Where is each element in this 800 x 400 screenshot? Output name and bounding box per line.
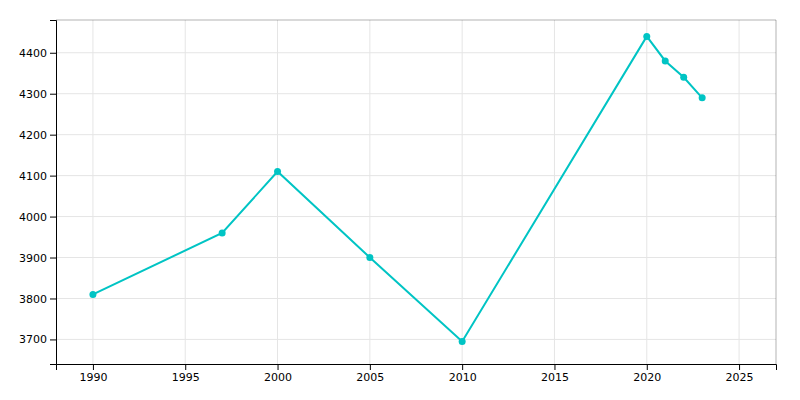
data-point: [643, 33, 650, 40]
data-point: [274, 168, 281, 175]
axis-line: [50, 21, 57, 365]
data-point: [680, 74, 687, 81]
tick-mark: [50, 298, 56, 299]
x-axis: 1990 1995 2000 2005 2010 2015 2020 2025: [57, 364, 777, 384]
tick-mark: [93, 364, 94, 370]
tick-mark: [50, 94, 56, 95]
tick-label: 4000: [19, 211, 47, 224]
marks: [89, 33, 705, 345]
data-point: [459, 338, 466, 345]
axis-line: [57, 365, 777, 371]
grid-line-x: [185, 20, 186, 364]
tick: 2005: [356, 364, 384, 384]
tick-label: 2020: [633, 371, 661, 384]
y-axis: 3700 3800 3900 4000 4100 4200 4300 4400: [19, 21, 57, 365]
tick-label: 1995: [172, 371, 200, 384]
tick-mark: [739, 364, 740, 370]
grid-line-y: [56, 175, 776, 176]
data-point: [89, 291, 96, 298]
tick-label: 1990: [79, 371, 107, 384]
tick: 2010: [449, 364, 477, 384]
grid-line-y: [56, 93, 776, 94]
grid-line-x: [739, 20, 740, 364]
tick-label: 2025: [726, 371, 754, 384]
tick-label: 4100: [19, 170, 47, 183]
grid-line-y: [56, 52, 776, 53]
tick: 2025: [726, 364, 754, 384]
data-point: [662, 57, 669, 64]
tick: 4000: [19, 211, 56, 224]
tick-mark: [50, 176, 56, 177]
tick: 4400: [19, 47, 56, 60]
grid-line-y: [56, 339, 776, 340]
tick: 4100: [19, 170, 56, 183]
grid-line-x: [462, 20, 463, 364]
tick: 3700: [19, 333, 56, 346]
tick-label: 3800: [19, 292, 47, 305]
tick: 1990: [79, 364, 107, 384]
tick-label: 2005: [356, 371, 384, 384]
tick-label: 2010: [449, 371, 477, 384]
grid-line-x: [92, 20, 93, 364]
chart-container: 1990 1995 2000 2005 2010 2015 2020 2025 3700 3800…: [0, 0, 800, 400]
frame-right: [776, 20, 777, 364]
tick-label: 4200: [19, 129, 47, 142]
tick: 4200: [19, 129, 56, 142]
tick-label: 3900: [19, 252, 47, 265]
tick-mark: [50, 217, 56, 218]
tick-mark: [50, 53, 56, 54]
tick-mark: [185, 364, 186, 370]
grid: [56, 20, 776, 364]
tick-label: 2015: [541, 371, 569, 384]
tick-mark: [554, 364, 555, 370]
grid-line-x: [646, 20, 647, 364]
tick-label: 2000: [264, 371, 292, 384]
chart-svg: 1990 1995 2000 2005 2010 2015 2020 2025 3700 3800…: [0, 0, 800, 400]
tick-mark: [370, 364, 371, 370]
grid-line-y: [56, 216, 776, 217]
tick-mark: [50, 339, 56, 340]
grid-line-x: [369, 20, 370, 364]
grid-line-x: [277, 20, 278, 364]
tick-mark: [647, 364, 648, 370]
tick-mark: [50, 135, 56, 136]
tick: 2020: [633, 364, 661, 384]
grid-line-y: [56, 257, 776, 258]
grid-line-y: [56, 134, 776, 135]
tick-label: 3700: [19, 333, 47, 346]
frame-top: [56, 20, 776, 21]
tick-label: 4300: [19, 88, 47, 101]
tick: 3900: [19, 252, 56, 265]
tick: 2015: [541, 364, 569, 384]
tick: 3800: [19, 292, 56, 305]
data-point: [366, 254, 373, 261]
tick: 4300: [19, 88, 56, 101]
plot-area: 1990 1995 2000 2005 2010 2015 2020 2025 3700 3800…: [19, 20, 777, 384]
tick-label: 4400: [19, 47, 47, 60]
tick-mark: [462, 364, 463, 370]
tick: 1995: [172, 364, 200, 384]
grid-line-x: [554, 20, 555, 364]
tick-mark: [50, 258, 56, 259]
data-point: [699, 94, 706, 101]
data-line: [93, 36, 702, 341]
tick: 2000: [264, 364, 292, 384]
data-point: [219, 229, 226, 236]
tick-mark: [278, 364, 279, 370]
